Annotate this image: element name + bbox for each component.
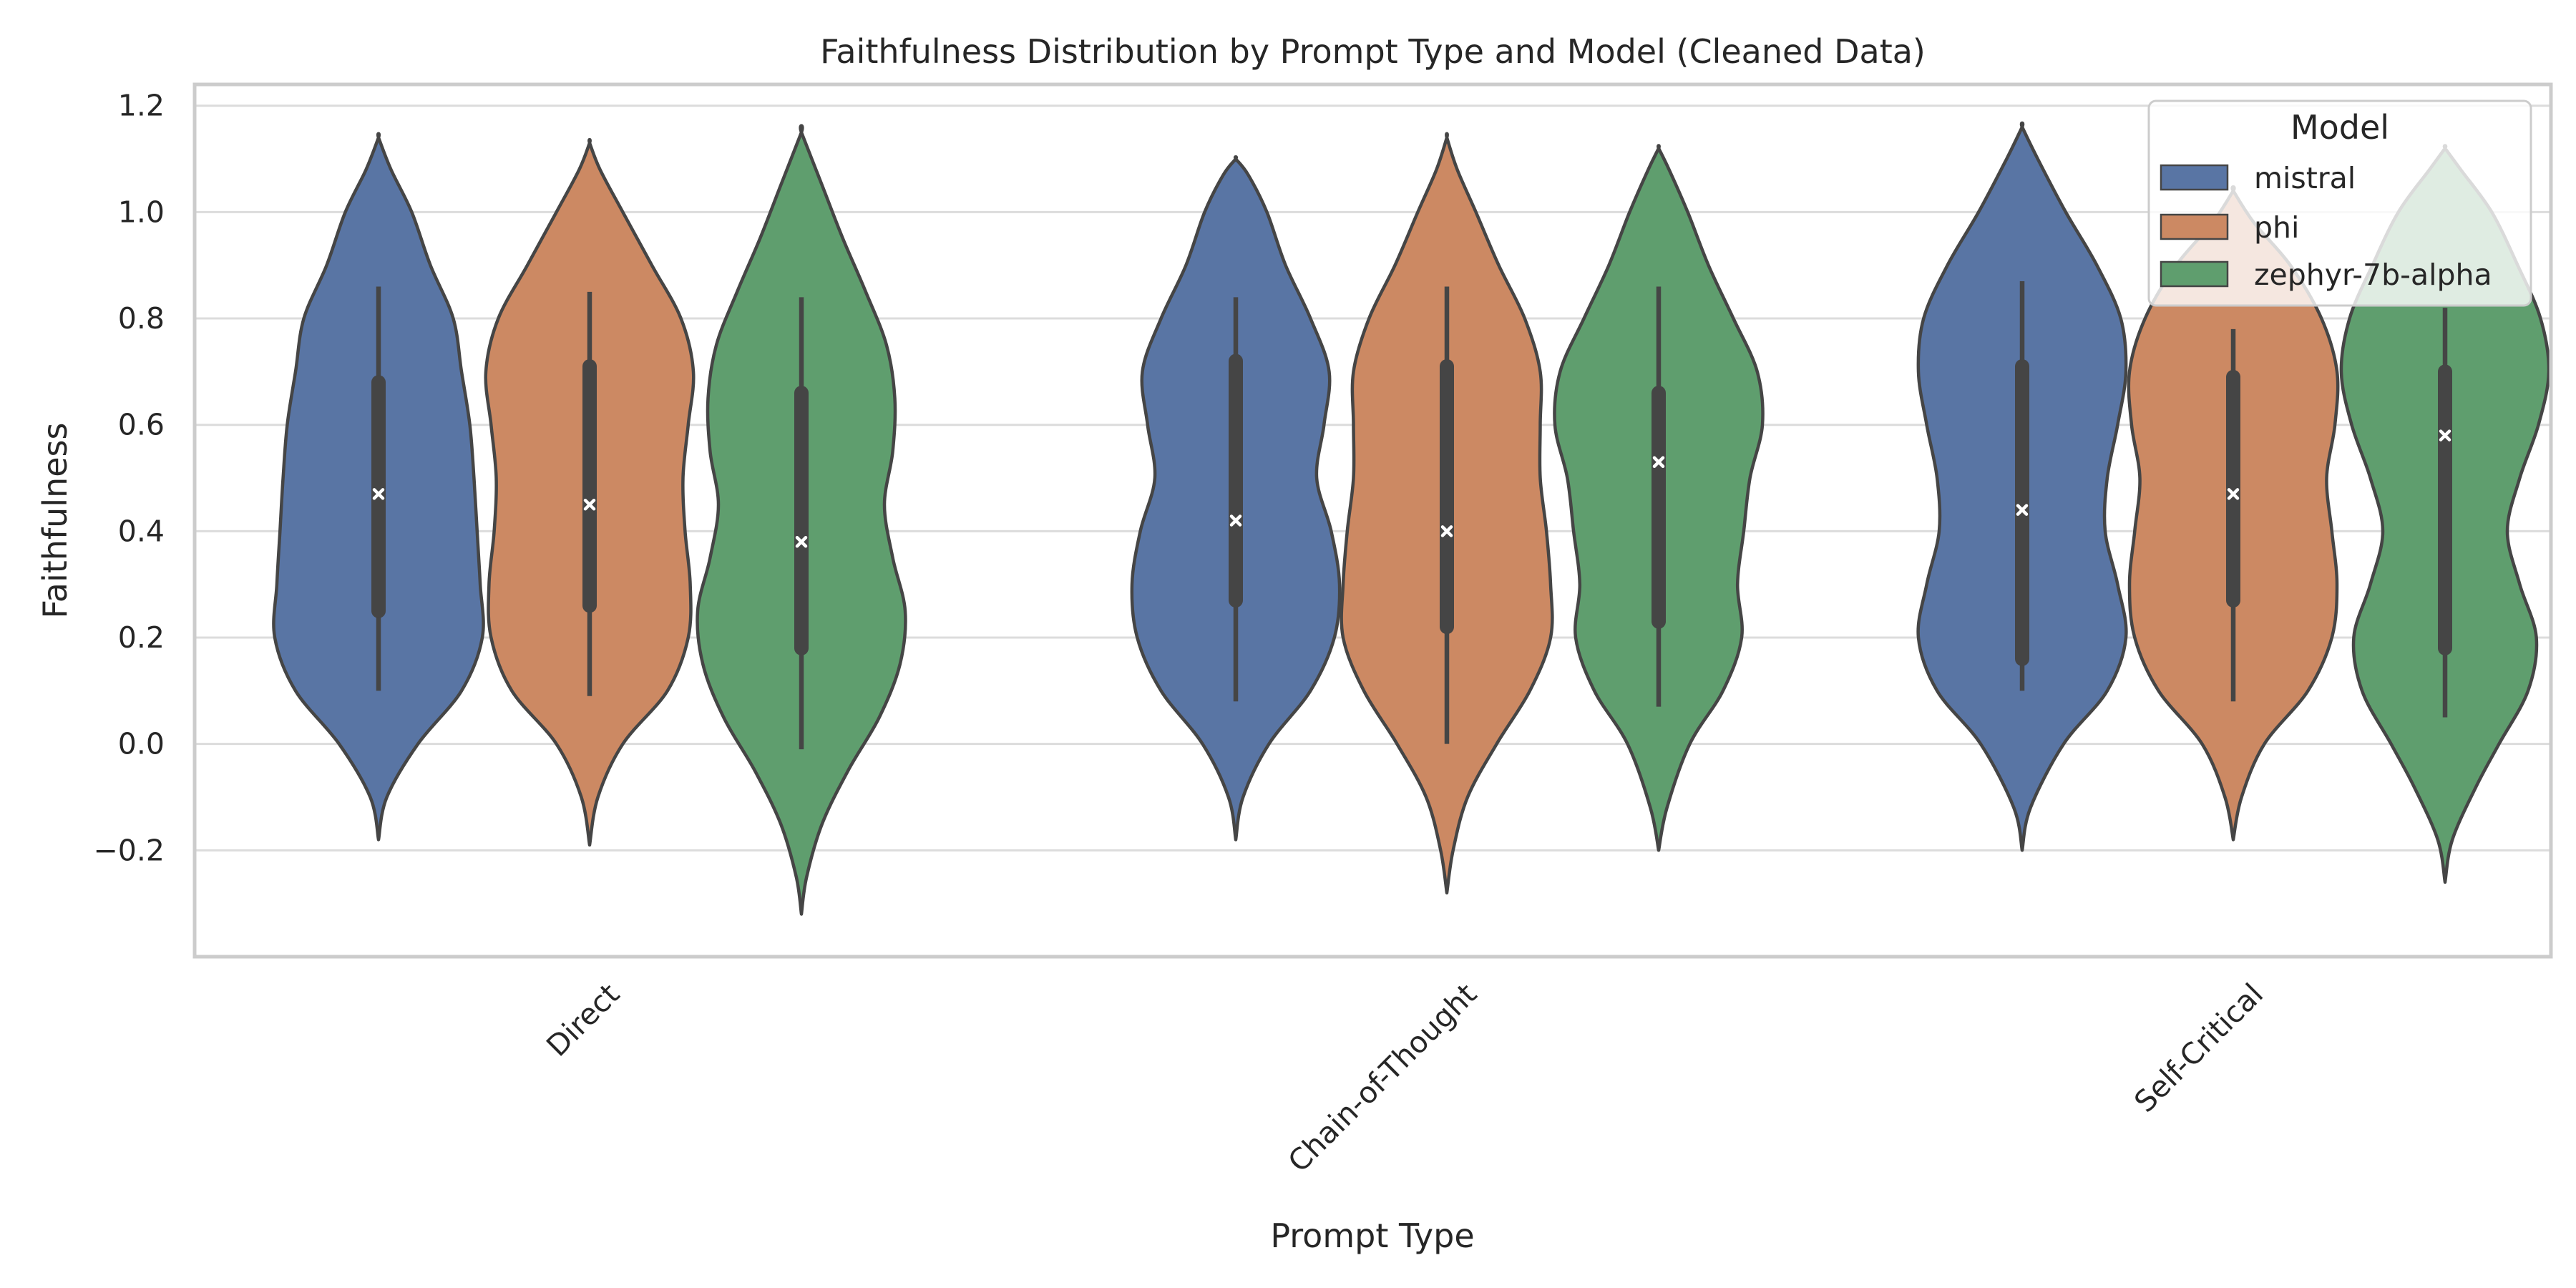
mean-marker-stroke xyxy=(1229,514,1242,527)
violin-zephyr-7b-alpha-chain-of-thought xyxy=(1553,144,1765,852)
violin-mean-marker xyxy=(1652,456,1665,468)
legend-label: phi xyxy=(2254,210,2299,245)
y-tick-label: 1.0 xyxy=(118,195,165,229)
y-tick-labels: −0.2 0.0 0.2 0.4 0.6 0.8 1.0 1.2 xyxy=(93,89,165,868)
violin-zephyr-7b-alpha-direct xyxy=(696,124,907,916)
legend-item-zephyr-7b-alpha: zephyr-7b-alpha xyxy=(2160,258,2492,292)
mean-marker-stroke xyxy=(2016,504,2029,516)
violin-phi-self-critical xyxy=(2127,185,2340,841)
mean-marker-stroke xyxy=(2227,488,2240,500)
y-tick-label: −0.2 xyxy=(93,833,165,867)
violin-mistral-self-critical xyxy=(1916,121,2128,852)
violins xyxy=(272,121,2551,916)
x-tick-label-direct: Direct xyxy=(540,977,626,1063)
x-tick-labels: Direct Chain-of-Thought Self-Critical xyxy=(540,977,2270,1179)
y-tick-label: 0.0 xyxy=(118,727,165,761)
violin-mean-marker xyxy=(2016,504,2029,516)
x-tick-label-self-critical: Self-Critical xyxy=(2127,977,2270,1119)
legend-items: mistral phi zephyr-7b-alpha xyxy=(2160,161,2492,292)
legend-title: Model xyxy=(2290,108,2389,147)
mean-marker-stroke xyxy=(372,488,385,500)
legend-item-phi: phi xyxy=(2160,210,2299,245)
violin-mean-marker xyxy=(1229,514,1242,527)
violin-mean-marker xyxy=(2227,488,2240,500)
legend: Model mistral phi zephyr-7b-alpha xyxy=(2147,99,2532,307)
violin-mean-marker xyxy=(1440,525,1453,537)
violin-mean-marker xyxy=(583,498,596,511)
x-axis-label: Prompt Type xyxy=(1270,1216,1474,1255)
legend-swatch xyxy=(2160,260,2229,288)
mean-marker-stroke xyxy=(583,498,596,511)
legend-frame xyxy=(2147,99,2532,307)
legend-item-mistral: mistral xyxy=(2160,161,2356,195)
x-tick-label-chain-of-thought: Chain-of-Thought xyxy=(1282,977,1483,1179)
chart-title: Faithfulness Distribution by Prompt Type… xyxy=(820,32,1926,71)
y-tick-label: 0.4 xyxy=(118,514,165,548)
plot-frame xyxy=(192,82,2553,959)
y-tick-label: 0.2 xyxy=(118,620,165,655)
violin-mean-marker xyxy=(795,535,808,548)
violin-mistral-chain-of-thought xyxy=(1130,155,1342,841)
legend-label: mistral xyxy=(2254,161,2356,195)
legend-swatch xyxy=(2160,164,2229,191)
legend-label: zephyr-7b-alpha xyxy=(2254,258,2492,292)
violin-phi-chain-of-thought xyxy=(1340,132,1554,895)
y-axis-label: Faithfulness xyxy=(36,423,74,619)
mean-marker-stroke xyxy=(795,535,808,548)
mean-marker-stroke xyxy=(1440,525,1453,537)
violin-mean-marker xyxy=(2439,429,2451,441)
legend-swatch xyxy=(2160,213,2229,240)
violin-phi-direct xyxy=(484,137,696,847)
mean-marker-stroke xyxy=(2439,429,2451,441)
y-tick-label: 0.6 xyxy=(118,408,165,442)
violin-zephyr-7b-alpha-self-critical xyxy=(2339,144,2551,884)
violin-mean-marker xyxy=(372,488,385,500)
y-tick-label: 1.2 xyxy=(118,89,165,123)
mean-marker-stroke xyxy=(1652,456,1665,468)
violin-mistral-direct xyxy=(272,132,485,841)
y-tick-label: 0.8 xyxy=(118,301,165,336)
